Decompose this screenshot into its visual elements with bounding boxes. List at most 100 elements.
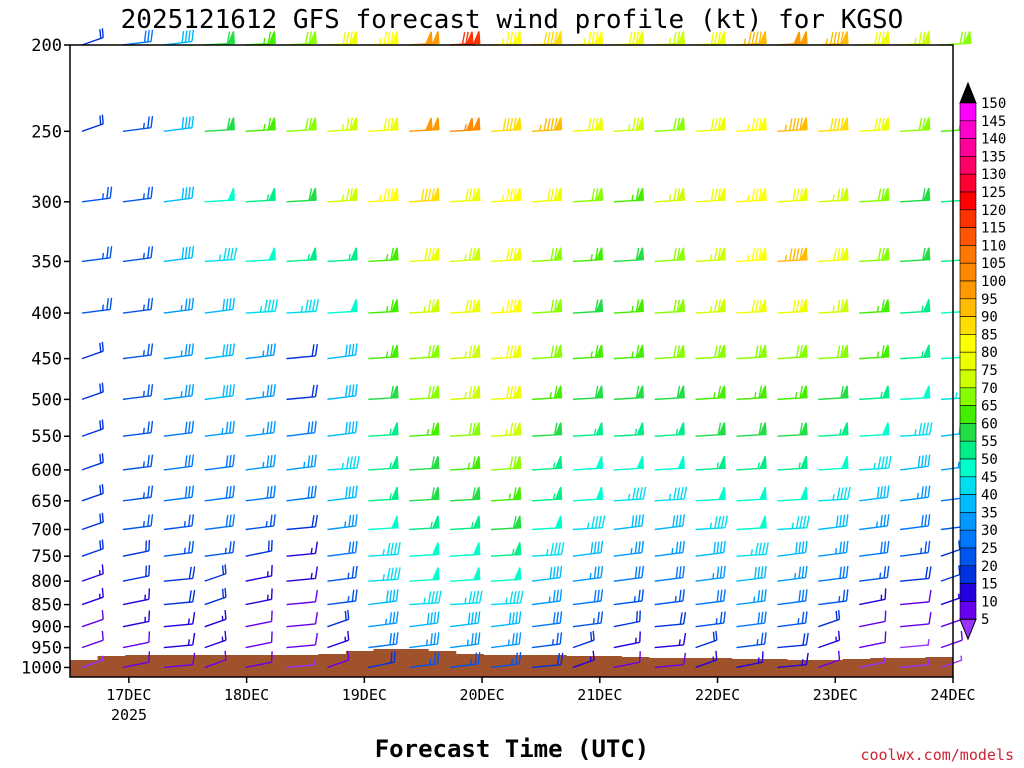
barb-flag [792,248,797,261]
wind-barb [654,117,685,132]
barb-pennant [922,31,931,45]
barb-flag [799,117,803,131]
barb-flag [754,117,759,131]
wind-barb [245,31,276,46]
barb-half-flag [341,124,345,131]
x-tick-label: 18DEC [224,686,269,704]
wind-barb [327,299,358,314]
barb-flag [886,485,890,498]
wind-barb [654,514,685,531]
barb-pennant [718,117,726,131]
barb-flag [635,117,640,131]
barb-flag [386,567,391,581]
wind-barb [613,540,645,557]
barb-half-flag [265,520,268,527]
barb-flag [883,566,887,579]
barb-flag [101,114,104,124]
barb-pennant [922,385,931,399]
barb-flag [763,565,767,578]
barb-pennant [636,117,645,131]
barb-pennant [677,247,685,261]
wind-barb [450,299,481,314]
barb-flag [678,514,682,527]
barb-flag [192,566,196,579]
wind-barb [491,422,522,437]
barb-flag [724,515,729,528]
wind-barb [163,186,195,203]
wind-barb [900,187,931,203]
barb-staff [368,622,397,628]
barb-flag [468,422,473,436]
barb-flag [385,590,389,603]
barb-flag [188,30,191,42]
barb-staff [613,641,640,649]
barb-flag [557,542,561,555]
barb-half-flag [378,194,382,202]
barb-pennant [636,247,645,261]
barb-half-flag [507,639,510,646]
barb-flag [347,650,350,661]
barb-flag [101,28,104,38]
barb-flag [874,118,878,131]
barb-flag [191,246,195,258]
barb-half-flag [627,124,631,131]
wind-barb [818,514,849,531]
barb-staff [245,525,274,531]
barb-flag [805,632,809,646]
barb-flag [513,299,517,312]
wind-barb [613,117,645,132]
barb-flag [314,454,317,467]
barb-flag [354,384,358,396]
barb-flag [386,31,391,44]
barb-pennant [799,299,808,313]
barb-flag [181,247,185,260]
barb-flag [758,299,763,312]
wind-barb [572,589,604,606]
barb-staff [613,661,640,669]
wind-barb [163,540,195,557]
barb-flag [192,632,196,646]
barb-half-flag [142,520,145,527]
wind-barb [531,455,563,471]
wind-barb [859,540,890,557]
barb-flag [181,117,185,130]
barb-flag [714,248,718,261]
wind-barb [122,297,154,314]
barb-flag [799,385,803,399]
wind-barb [940,630,963,649]
wind-barb [368,455,399,471]
barb-flag [430,633,433,645]
barb-staff [286,431,315,437]
barb-flag [101,341,104,352]
barb-half-flag [511,658,514,665]
barb-flag [836,487,841,500]
barb-flag [552,566,556,579]
barb-flag [673,31,677,44]
barb-staff [900,644,930,649]
barb-flag [757,566,761,579]
barb-pennant [840,247,849,261]
wind-barb [409,486,440,502]
wind-barb [654,589,685,606]
barb-flag [763,589,767,602]
barb-half-flag [927,658,930,665]
barb-flag [550,299,555,313]
barb-flag [226,117,231,131]
wind-barb [491,515,522,531]
barb-pennant [309,117,317,131]
barb-pennant [472,422,481,436]
wind-barb [245,117,276,132]
wind-barb [777,385,808,401]
barb-staff [122,641,150,649]
wind-barb [286,420,317,437]
barb-pennant [513,344,522,358]
barb-flag [798,541,802,554]
wind-barb [572,422,604,437]
wind-barb [450,247,481,263]
barb-flag [184,187,188,200]
colorbar-swatch [959,423,977,442]
barb-flag [150,115,154,128]
barb-half-flag [914,429,917,436]
barb-flag [191,420,195,433]
